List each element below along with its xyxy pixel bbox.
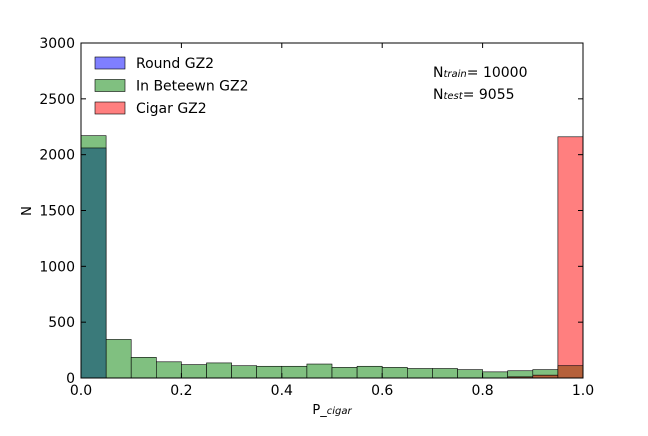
- bar-in-beteewn-gz2-4: [181, 364, 207, 379]
- x-tick-label: 0.6: [371, 383, 393, 399]
- bar-in-beteewn-gz2-3: [156, 361, 182, 379]
- bar-in-beteewn-gz2-16: [482, 371, 509, 379]
- x-tick-label: 0.4: [271, 383, 293, 399]
- bar-in-beteewn-gz2-1: [105, 339, 132, 379]
- legend-swatch-in-beteewn-gz2: [94, 79, 126, 92]
- bar-in-beteewn-gz2-11: [356, 365, 383, 379]
- bar-in-beteewn-gz2-15: [457, 369, 483, 379]
- train-count-annotation: Ntrain= 10000: [433, 65, 527, 81]
- legend-swatch-cigar-gz2: [94, 101, 126, 115]
- y-tick-label: 1000: [39, 259, 75, 275]
- x-axis-label: P_cigar: [312, 403, 352, 418]
- bars-layer: [80, 135, 584, 379]
- bar-in-beteewn-gz2-7: [256, 365, 283, 379]
- bar-overlap-round-between-0: [80, 147, 107, 379]
- y-tick-label: 3000: [39, 36, 75, 52]
- x-tick-label: 0.8: [471, 383, 493, 399]
- bar-cigar-gz2-19: [557, 136, 584, 379]
- x-axis: 0.0 0.2 0.4 0.6 0.8 1.0: [70, 43, 594, 399]
- x-tick-label: 1.0: [572, 383, 594, 399]
- y-axis: 0 500 1000 1500 2000 2500 3000: [39, 36, 583, 387]
- legend-label-round-gz2: Round GZ2: [136, 56, 214, 72]
- y-axis-label: N: [20, 206, 35, 216]
- y-tick-label: 2000: [39, 148, 75, 164]
- bar-in-beteewn-gz2-9: [306, 363, 333, 379]
- bar-in-beteewn-gz2-14: [432, 368, 458, 379]
- y-tick-label: 0: [66, 371, 75, 387]
- bar-in-beteewn-gz2-8: [281, 365, 308, 379]
- y-tick-label: 500: [48, 315, 75, 331]
- bar-in-beteewn-gz2-12: [381, 367, 408, 379]
- bar-in-beteewn-gz2-10: [331, 367, 358, 379]
- legend-label-cigar-gz2: Cigar GZ2: [136, 101, 207, 117]
- legend-label-in-beteewn-gz2: In Beteewn GZ2: [136, 79, 249, 95]
- bar-in-beteewn-gz2-13: [406, 368, 433, 379]
- x-tick-label: 0.2: [170, 383, 192, 399]
- y-tick-label: 2500: [39, 92, 75, 108]
- y-tick-label: 1500: [39, 204, 75, 220]
- legend-swatch-round-gz2: [94, 56, 126, 70]
- x-tick-label: 0.0: [70, 383, 92, 399]
- bar-in-beteewn-gz2-2: [130, 357, 157, 379]
- bar-overlap-cigar-between-19: [557, 365, 584, 379]
- legend: Round GZ2 In Beteewn GZ2 Cigar GZ2: [94, 56, 249, 117]
- test-count-annotation: Ntest= 9055: [433, 87, 515, 103]
- bar-in-beteewn-gz2-6: [231, 365, 258, 379]
- bar-in-beteewn-gz2-5: [206, 362, 232, 379]
